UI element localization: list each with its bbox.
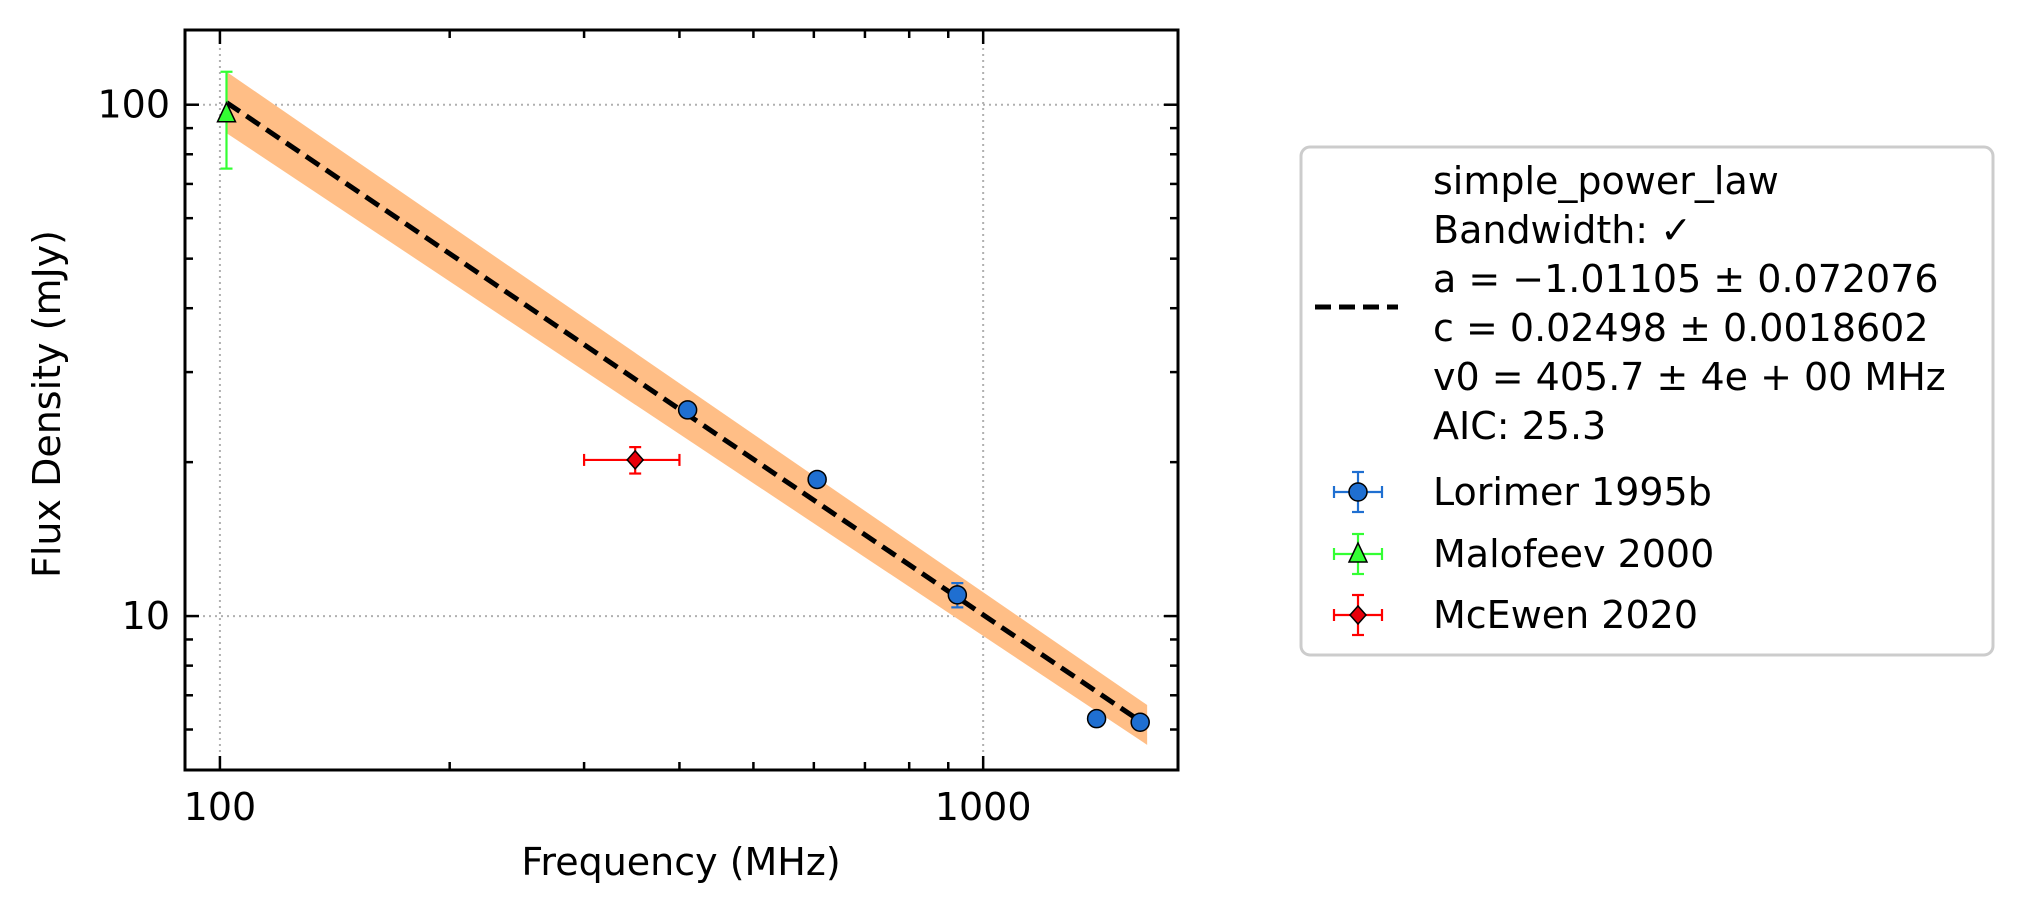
- legend-marker: [1347, 541, 1369, 563]
- plot-frame: [183, 28, 1180, 772]
- legend-fit-c: c = 0.02498 ± 0.0018602: [1433, 306, 1929, 350]
- legend-label-lorimer: Lorimer 1995b: [1433, 470, 1712, 514]
- data-point: [1130, 712, 1150, 732]
- legend-fit-v0: v0 = 405.7 ± 4e + 00 MHz: [1433, 355, 1946, 399]
- legend-fit-bandwidth: Bandwidth: ✓: [1433, 208, 1692, 252]
- data-point: [947, 585, 968, 605]
- data-point: [626, 449, 645, 471]
- y-tick-label: 10: [122, 594, 170, 638]
- axes: 100 1000 10 100: [97, 28, 1180, 829]
- data-point: [807, 469, 827, 490]
- data-point: [677, 400, 698, 420]
- legend-label-malofeev: Malofeev 2000: [1433, 532, 1714, 576]
- data-point: [216, 101, 237, 123]
- legend-fit-aic: AIC: 25.3: [1433, 404, 1606, 448]
- legend-fit-a: a = −1.01105 ± 0.072076: [1433, 257, 1939, 301]
- legend-markers: [1332, 470, 1384, 637]
- data-point: [1086, 708, 1107, 729]
- legend-marker: [1348, 604, 1368, 626]
- legend-label-mcewen: McEwen 2020: [1433, 593, 1698, 637]
- data-points: [216, 70, 1150, 732]
- legend-marker: [1348, 482, 1368, 502]
- legend-frame: [1299, 145, 1995, 657]
- legend-fit-name: simple_power_law: [1433, 159, 1779, 203]
- x-tick-label: 1000: [935, 785, 1032, 829]
- x-axis-label: Frequency (MHz): [521, 840, 840, 884]
- y-axis-label: Flux Density (mJy): [25, 230, 69, 578]
- legend: simple_power_law Bandwidth: ✓ a = −1.011…: [1299, 145, 1995, 657]
- y-tick-label: 100: [97, 83, 170, 127]
- x-tick-label: 100: [184, 785, 257, 829]
